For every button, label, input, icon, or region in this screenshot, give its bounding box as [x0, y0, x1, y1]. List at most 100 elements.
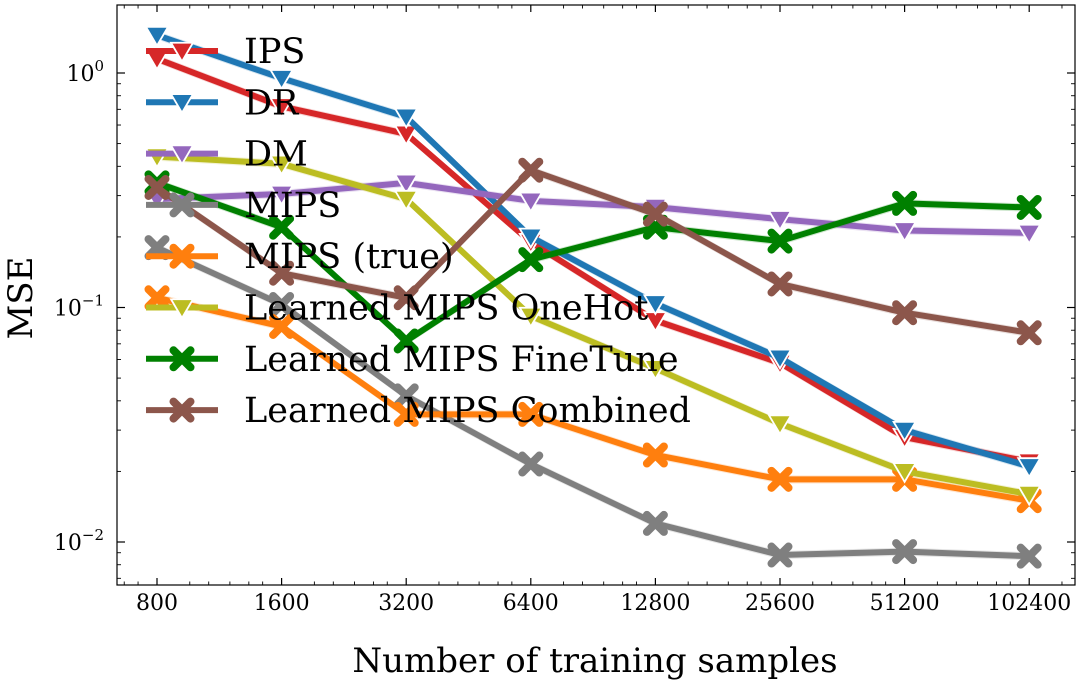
data-point — [393, 383, 419, 409]
data-point — [1016, 320, 1042, 346]
data-point — [518, 191, 544, 214]
legend-item: DM — [146, 135, 308, 175]
legend-item: Learned MIPS OneHot — [146, 289, 648, 329]
data-point — [518, 401, 544, 427]
data-point — [393, 401, 419, 427]
plot-area — [144, 26, 1042, 569]
data-point — [767, 466, 793, 492]
series-line — [154, 179, 1033, 344]
legend-marker — [169, 192, 195, 218]
data-point — [144, 285, 170, 311]
data-point — [892, 539, 918, 565]
x-tick-label: 12800 — [620, 591, 690, 616]
data-point — [269, 214, 295, 240]
series-learned-mips-combined — [144, 157, 1042, 346]
data-point — [642, 442, 668, 468]
x-tick-label: 1600 — [254, 591, 310, 616]
data-point — [892, 462, 918, 484]
data-point — [269, 260, 295, 286]
legend-label: Learned MIPS Combined — [244, 391, 691, 431]
x-tick-label: 3200 — [378, 591, 434, 616]
series-line — [154, 55, 1033, 465]
series-line — [154, 32, 1033, 470]
legend-item: Learned MIPS FineTune — [146, 340, 679, 380]
data-point — [269, 97, 295, 119]
data-point — [642, 510, 668, 536]
legend-label: MIPS — [244, 186, 341, 226]
legend-marker — [169, 298, 195, 320]
data-point — [1016, 543, 1042, 569]
data-point — [767, 414, 793, 436]
data-point — [892, 190, 918, 216]
data-point — [1016, 484, 1042, 507]
data-point — [518, 157, 544, 183]
legend-label: IPS — [244, 32, 305, 72]
data-point — [518, 306, 544, 329]
data-point — [393, 189, 419, 212]
y-tick-label: 100 — [66, 57, 104, 87]
x-tick-label: 25600 — [745, 591, 815, 616]
legend-marker — [169, 397, 195, 423]
data-point — [144, 174, 170, 200]
y-axis-label: MSE — [1, 257, 41, 340]
legend-marker — [169, 41, 195, 64]
legend-label: MIPS (true) — [244, 237, 454, 277]
legend-marker — [169, 144, 195, 166]
data-point — [393, 328, 419, 354]
legend-label: DM — [244, 135, 308, 175]
axis-ticks: 800 1600 3200 6400 12800 25600 51200 102400 100 1… — [54, 5, 1075, 616]
data-point — [393, 173, 419, 196]
legend-item: MIPS (true) — [146, 237, 454, 277]
legend-item: Learned MIPS Combined — [146, 391, 691, 431]
series-line — [154, 294, 1033, 504]
data-point — [518, 227, 544, 250]
data-point — [269, 291, 295, 317]
data-point — [767, 228, 793, 254]
data-point — [518, 451, 544, 477]
y-tick-label: 10−1 — [54, 292, 104, 322]
series-band — [157, 54, 1030, 466]
legend-item: DR — [146, 83, 300, 123]
data-point — [1016, 457, 1042, 479]
x-tick-label: 6400 — [503, 591, 559, 616]
data-point — [767, 542, 793, 568]
data-point — [767, 271, 793, 297]
data-point — [269, 313, 295, 339]
data-point — [892, 221, 918, 243]
series-line — [154, 153, 1033, 498]
data-point — [642, 201, 668, 227]
x-tick-label: 51200 — [870, 591, 940, 616]
x-tick-label: 102400 — [987, 591, 1071, 616]
data-point — [1016, 194, 1042, 220]
legend-marker — [169, 243, 195, 269]
legend-label: Learned MIPS FineTune — [244, 340, 679, 380]
data-point — [393, 285, 419, 311]
data-point — [269, 69, 295, 91]
legend-item: MIPS — [146, 186, 341, 226]
data-point — [393, 107, 419, 130]
x-tick-label: 800 — [136, 591, 178, 616]
series-dr — [144, 26, 1042, 479]
legend-marker — [169, 93, 195, 115]
legend: IPS DR DM MIPS MIPS (true) Learned MIPS OneHo… — [146, 32, 691, 431]
data-point — [518, 247, 544, 273]
series-mips — [144, 235, 1042, 569]
legend-marker — [169, 346, 195, 372]
legend-label: Learned MIPS OneHot — [244, 289, 648, 329]
data-point — [1016, 223, 1042, 246]
data-point — [892, 300, 918, 326]
y-tick-label: 10−2 — [54, 526, 104, 556]
series-line — [154, 179, 1033, 236]
data-point — [144, 26, 170, 48]
data-point — [642, 294, 668, 316]
legend-label: DR — [244, 83, 300, 123]
x-axis-label: Number of training samples — [352, 641, 837, 681]
data-point — [269, 184, 295, 207]
legend-item: IPS — [146, 32, 305, 72]
plot-frame — [116, 4, 1076, 586]
data-point — [642, 359, 668, 381]
data-point — [767, 210, 793, 232]
data-point — [892, 420, 918, 443]
series-line — [154, 167, 1033, 336]
